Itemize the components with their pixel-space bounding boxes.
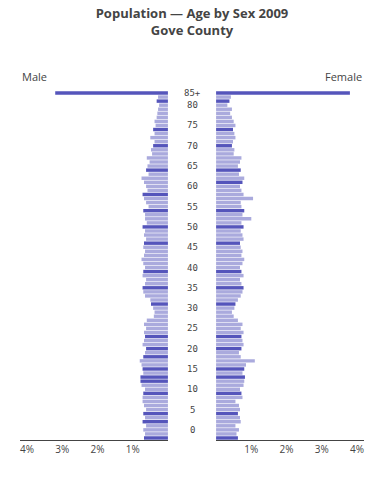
svg-text:1%: 1% [126, 442, 140, 456]
svg-text:Male: Male [22, 69, 47, 84]
svg-text:Female: Female [325, 69, 362, 84]
svg-text:75: 75 [187, 120, 198, 130]
svg-text:40: 40 [187, 263, 198, 273]
svg-text:70: 70 [187, 141, 198, 151]
svg-text:10: 10 [187, 384, 198, 394]
svg-text:3%: 3% [55, 442, 69, 456]
svg-text:25: 25 [187, 323, 198, 333]
svg-text:15: 15 [187, 364, 198, 374]
svg-text:4%: 4% [350, 442, 364, 456]
svg-text:Population — Age by Sex 2009Go: Population — Age by Sex 2009Gove County [96, 4, 289, 39]
svg-text:20: 20 [187, 344, 198, 354]
svg-text:1%: 1% [244, 442, 258, 456]
svg-text:45: 45 [187, 242, 198, 252]
svg-text:3%: 3% [315, 442, 329, 456]
svg-text:80: 80 [187, 100, 198, 110]
svg-text:65: 65 [187, 161, 198, 171]
svg-text:0: 0 [190, 425, 195, 435]
svg-text:85+: 85+ [184, 88, 201, 98]
svg-text:2%: 2% [90, 442, 104, 456]
svg-text:4%: 4% [20, 442, 34, 456]
svg-text:2%: 2% [280, 442, 294, 456]
svg-text:60: 60 [187, 181, 198, 191]
svg-text:50: 50 [187, 222, 198, 232]
svg-text:30: 30 [187, 303, 198, 313]
svg-text:5: 5 [190, 405, 195, 415]
svg-text:35: 35 [187, 283, 198, 293]
svg-text:55: 55 [187, 202, 198, 212]
